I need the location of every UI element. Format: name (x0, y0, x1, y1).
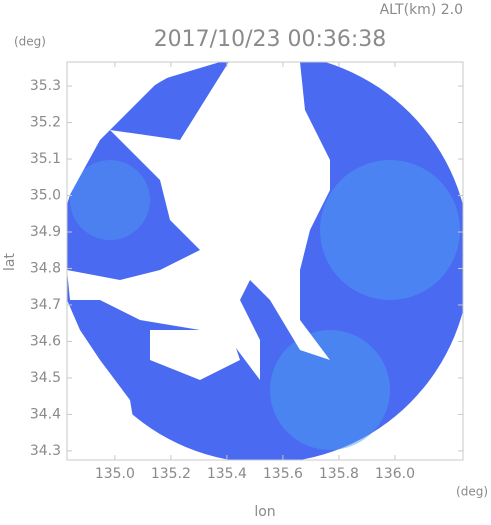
x-tick-label: 135.6 (263, 466, 303, 482)
y-tick-label: 35.2 (30, 115, 61, 131)
plot-frame (66, 61, 464, 461)
x-tick-label: 135.4 (207, 466, 247, 482)
x-tick-label: 136.0 (375, 466, 415, 482)
y-tick-label: 34.9 (30, 224, 61, 240)
y-tick-label: 34.3 (30, 443, 61, 459)
y-tick-label: 34.7 (30, 297, 61, 313)
y-axis-label: lat (2, 253, 18, 271)
y-tick-label: 34.8 (30, 260, 61, 276)
y-tick-label: 34.4 (30, 406, 61, 422)
y-tick-label: 35.3 (30, 78, 61, 94)
radar-echo (67, 62, 463, 460)
chart-title: 2017/10/23 00:36:38 (154, 27, 387, 52)
altitude-label: ALT(km) 2.0 (380, 2, 463, 18)
y-tick-label: 35.0 (30, 188, 61, 204)
x-axis-label: lon (254, 504, 275, 520)
x-unit: (deg) (456, 485, 488, 499)
x-tick-label: 135.2 (151, 466, 191, 482)
x-tick-label: 135.0 (95, 466, 135, 482)
y-tick-label: 34.6 (30, 333, 61, 349)
y-tick-label: 34.5 (30, 370, 61, 386)
y-tick-label: 35.1 (30, 151, 61, 167)
y-unit: (deg) (14, 35, 46, 49)
x-tick-label: 135.8 (319, 466, 359, 482)
